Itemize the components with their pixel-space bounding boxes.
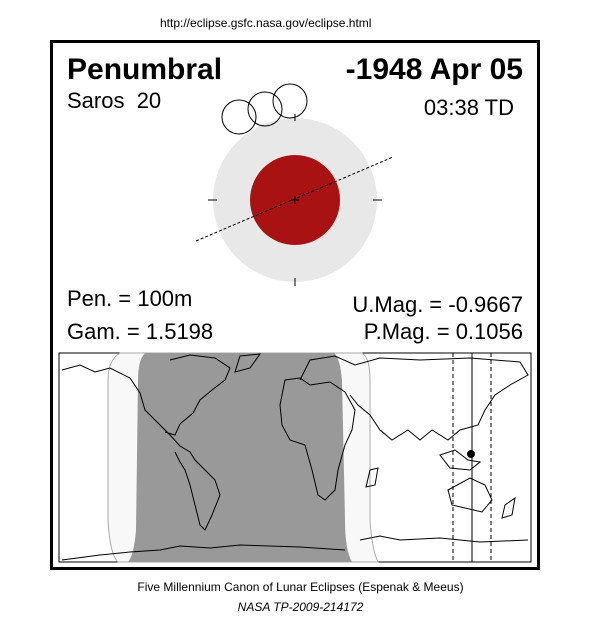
penumbral-magnitude: P.Mag. = 0.1056 [363,319,523,344]
moon-p1 [221,99,257,135]
greatest-eclipse-point [467,450,475,458]
footer-canon: Five Millennium Canon of Lunar Eclipses … [137,580,464,594]
gamma: Gam. = 1.5198 [67,319,214,344]
header-url: http://eclipse.gsfc.nasa.gov/eclipse.htm… [160,16,372,30]
moon-positions [221,83,308,135]
eclipse-date: -1948 Apr 05 [345,53,523,86]
umbral-night-zone [128,353,352,562]
diagram-frame [50,40,540,570]
eclipse-type: Penumbral [67,53,223,86]
coastlines [61,353,529,561]
moon-p4 [272,83,308,119]
saros-number: Saros 20 [67,88,162,113]
moon-greatest [247,91,283,127]
footer-publication: NASA TP-2009-214172 [237,600,364,614]
moon-path [195,156,394,242]
umbral-magnitude: U.Mag. = -0.9667 [352,292,523,317]
penumbral-duration: Pen. = 100m [67,286,193,311]
world-map [58,352,532,563]
eclipse-time: 03:38 TD [423,95,514,120]
